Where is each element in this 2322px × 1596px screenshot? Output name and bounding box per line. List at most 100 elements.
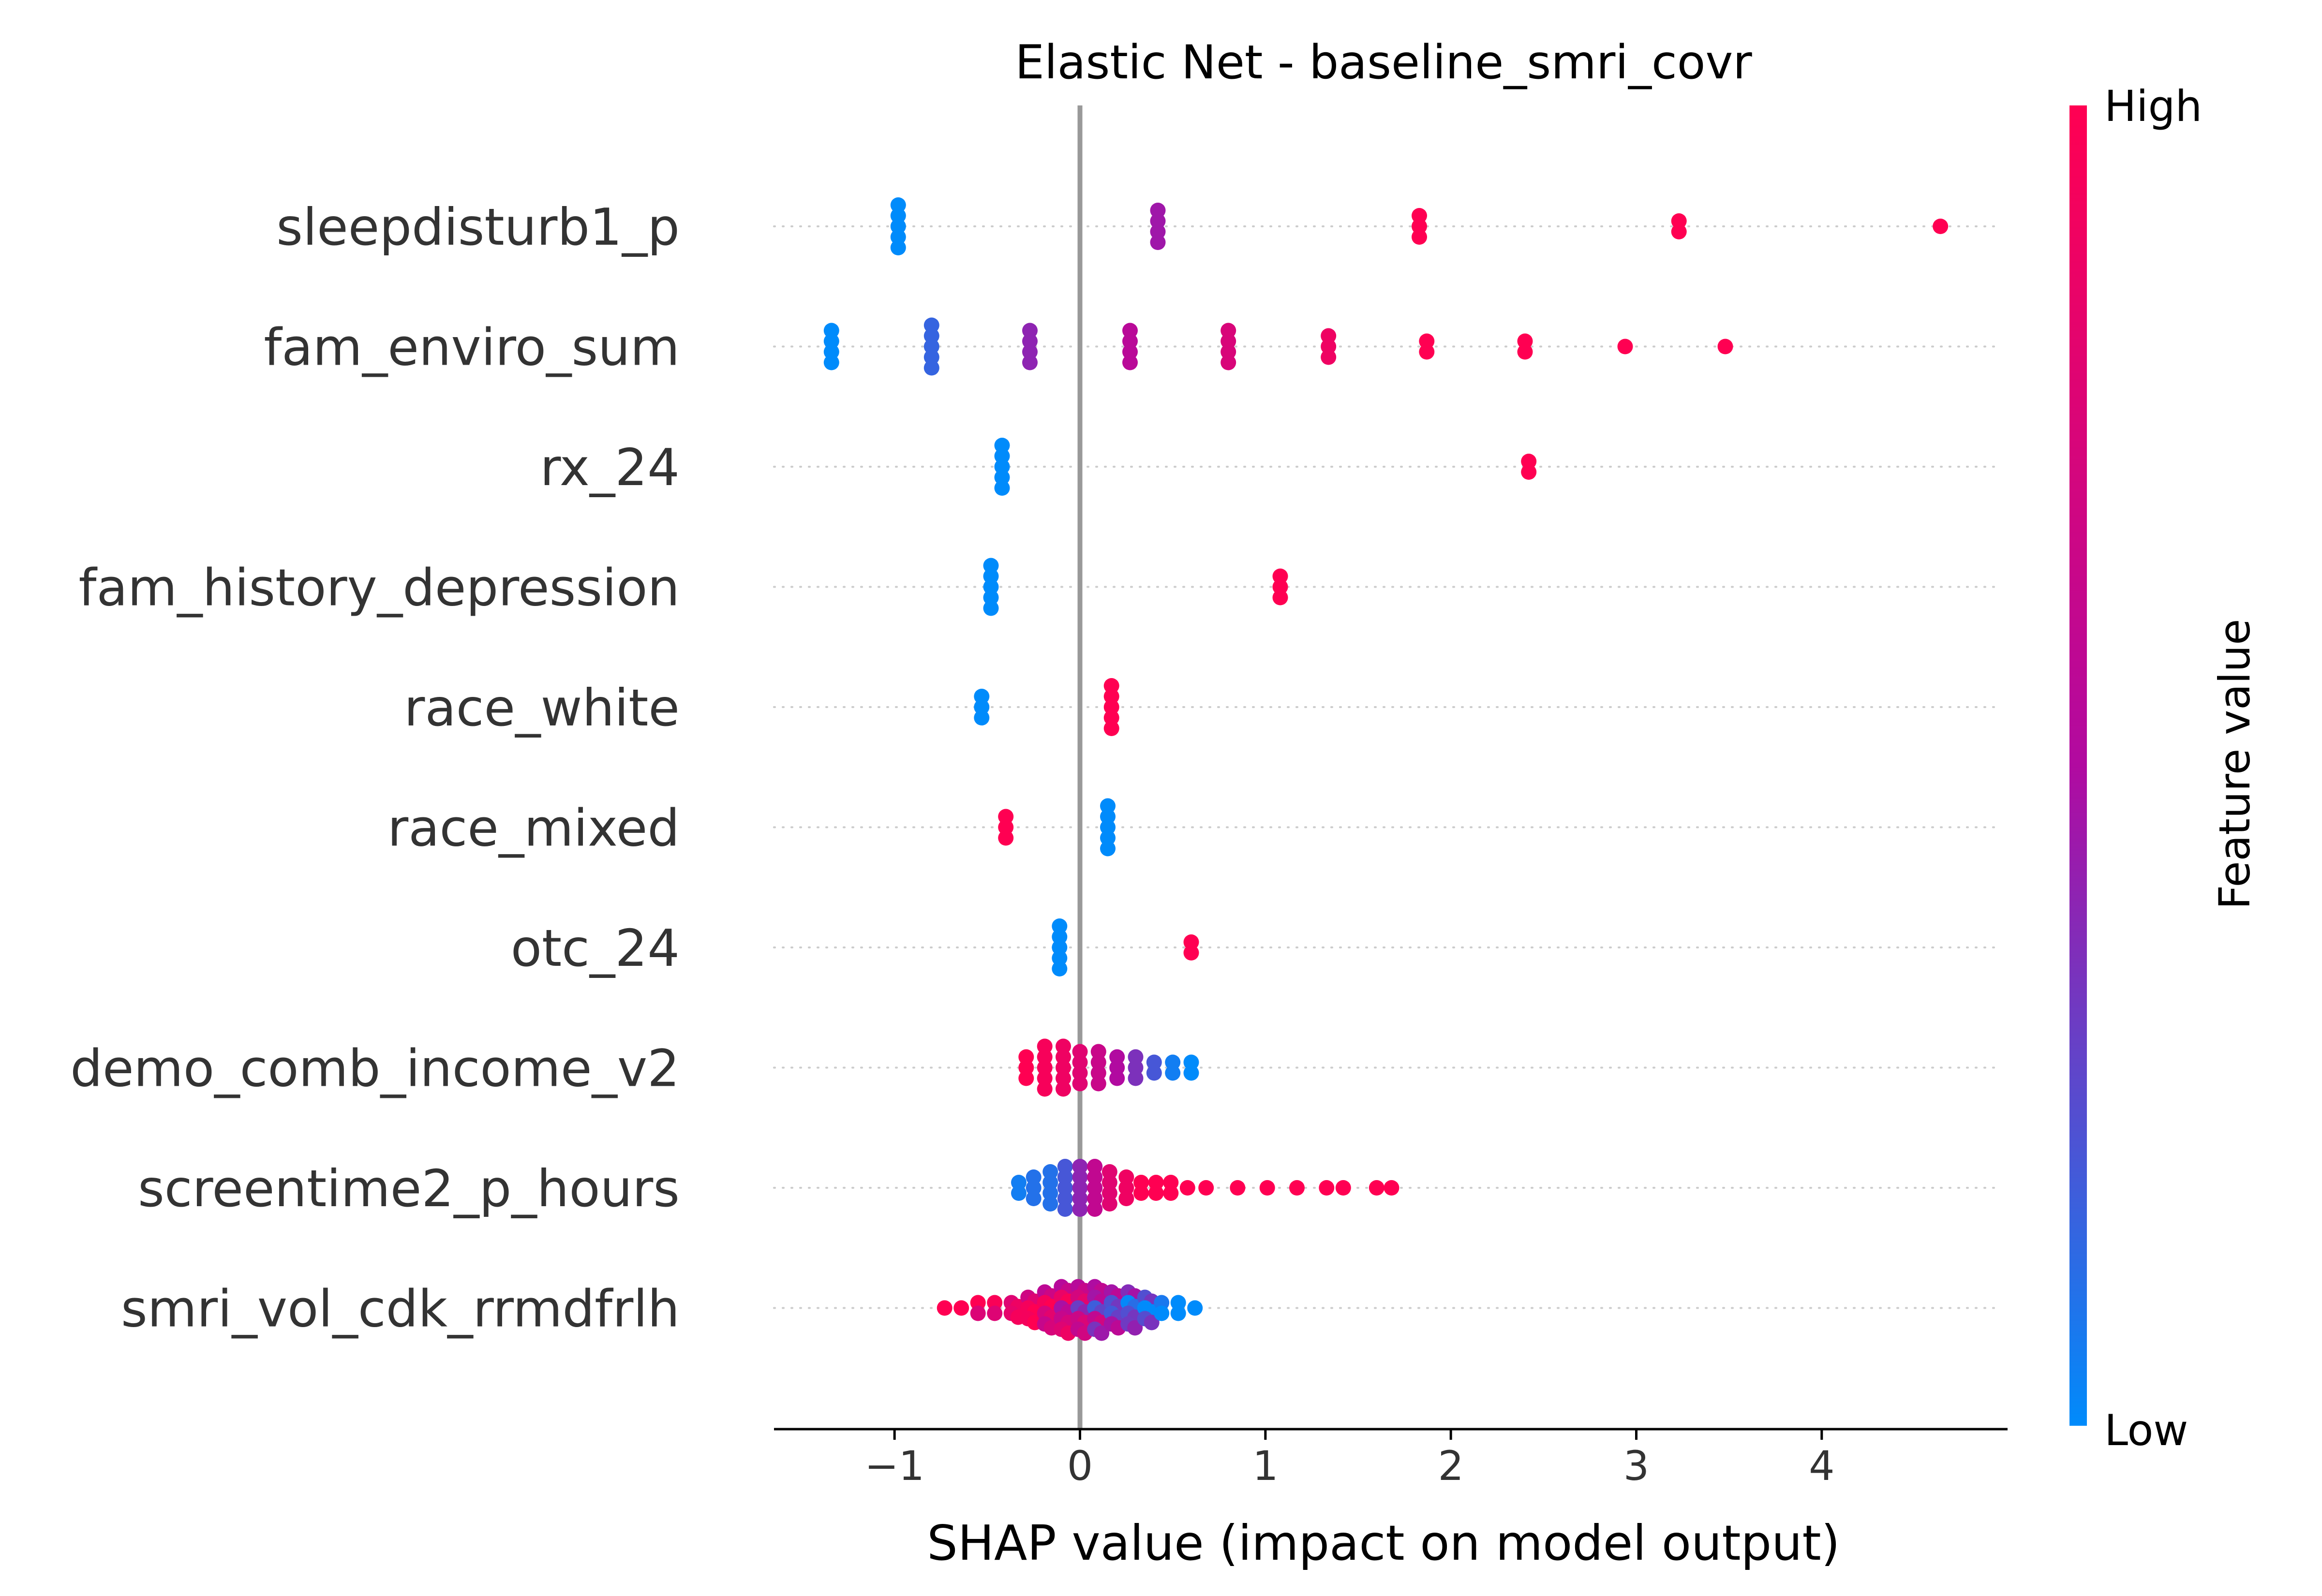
shap-point — [1103, 678, 1119, 694]
shap-point — [1289, 1180, 1305, 1196]
shap-point — [923, 317, 939, 333]
shap-point — [1037, 1070, 1053, 1086]
shap-point — [1052, 940, 1068, 955]
shap-point — [1521, 454, 1537, 469]
shap-point — [1022, 344, 1038, 360]
shap-point — [1412, 229, 1427, 245]
shap-point — [1150, 203, 1166, 218]
colorbar — [2069, 105, 2087, 1426]
x-tick-label: 1 — [1252, 1442, 1278, 1490]
shap-point — [1072, 1159, 1088, 1174]
shap-point — [890, 197, 906, 213]
shap-point — [1128, 1070, 1144, 1086]
shap-point — [1150, 224, 1166, 239]
shap-point — [1183, 1065, 1199, 1081]
feature-row-points — [1011, 1159, 1399, 1217]
shap-point — [1101, 1185, 1117, 1201]
shap-point — [1101, 1164, 1117, 1180]
feature-row-points — [1018, 1038, 1199, 1097]
shap-point — [998, 819, 1014, 835]
shap-point — [1109, 1049, 1125, 1065]
shap-point — [1163, 1185, 1179, 1201]
shap-point — [1072, 1169, 1088, 1185]
colorbar-title: Feature value — [2210, 619, 2260, 910]
shap-point — [1057, 1201, 1073, 1217]
shap-point — [1133, 1185, 1149, 1201]
feature-label: otc_24 — [511, 919, 680, 978]
shap-point — [1094, 1325, 1110, 1341]
shap-point — [1272, 579, 1288, 595]
shap-point — [1103, 721, 1119, 736]
chart-title: Elastic Net - baseline_smri_covr — [1015, 35, 1752, 89]
shap-point — [983, 579, 999, 595]
shap-point — [1933, 219, 1949, 234]
shap-point — [1154, 1305, 1170, 1321]
shap-point — [1198, 1180, 1214, 1196]
shap-point — [823, 323, 839, 339]
shap-point — [923, 328, 939, 344]
shap-point — [1144, 1315, 1160, 1330]
shap-point — [937, 1300, 953, 1316]
shap-point — [998, 809, 1014, 825]
shap-point — [994, 459, 1010, 474]
shap-point — [890, 208, 906, 223]
feature-row-points — [994, 438, 1537, 496]
shap-point — [1118, 1169, 1134, 1185]
shap-point — [1022, 323, 1038, 339]
x-tick-label: 3 — [1623, 1442, 1649, 1490]
shap-point — [1122, 355, 1138, 370]
shap-point — [1369, 1180, 1384, 1196]
shap-point — [1154, 1295, 1170, 1311]
feature-label: screentime2_p_hours — [138, 1159, 680, 1218]
shap-point — [1042, 1185, 1058, 1201]
row-gridlines — [773, 225, 1999, 1309]
feature-row-points — [974, 678, 1119, 736]
shap-point — [1011, 1175, 1027, 1190]
shap-point — [1122, 323, 1138, 339]
shap-point — [1022, 333, 1038, 349]
shap-point — [1321, 339, 1337, 355]
shap-point — [923, 360, 939, 376]
shap-point — [994, 470, 1010, 485]
shap-point — [987, 1295, 1003, 1311]
feature-row-points — [823, 317, 1733, 376]
x-tick-label: 2 — [1438, 1442, 1463, 1490]
shap-point — [1056, 1081, 1071, 1097]
shap-point — [1090, 1065, 1106, 1081]
shap-point — [1052, 929, 1068, 945]
shap-point — [1163, 1175, 1179, 1190]
shap-point — [1165, 1054, 1181, 1070]
shap-point — [1148, 1175, 1164, 1190]
shap-point — [953, 1300, 969, 1316]
colorbar-low-label: Low — [2104, 1405, 2188, 1455]
shap-point — [923, 339, 939, 355]
shap-point — [994, 438, 1010, 453]
shap-point — [1072, 1191, 1088, 1206]
shap-point — [1183, 934, 1199, 950]
shap-point — [1230, 1180, 1246, 1196]
shap-point — [1057, 1191, 1073, 1206]
shap-point — [1671, 213, 1687, 229]
shap-point — [1072, 1065, 1088, 1081]
feature-label: race_white — [404, 679, 680, 738]
shap-point — [1170, 1305, 1186, 1321]
shap-point — [1052, 961, 1068, 976]
shap-point — [1103, 699, 1119, 715]
shap-point — [1122, 344, 1138, 360]
shap-point — [1521, 464, 1537, 480]
shap-point — [1170, 1295, 1186, 1311]
shap-point — [970, 1295, 986, 1311]
shap-point — [1187, 1300, 1203, 1316]
shap-point — [1018, 1049, 1034, 1065]
shap-point — [1056, 1060, 1071, 1076]
shap-point — [1165, 1065, 1181, 1081]
shap-point — [994, 480, 1010, 496]
feature-row-points — [983, 558, 1288, 616]
shap-point — [1150, 213, 1166, 229]
feature-row-points — [937, 1279, 1203, 1341]
shap-point — [1183, 1054, 1199, 1070]
shap-point — [1100, 809, 1116, 825]
shap-point — [1100, 841, 1116, 857]
shap-point — [1412, 208, 1427, 223]
